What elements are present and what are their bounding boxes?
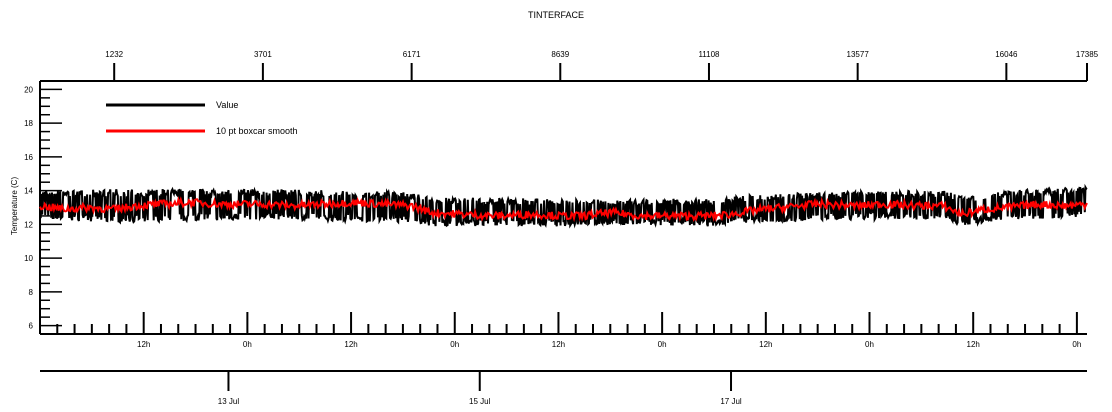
y-axis-tick-label: 18 bbox=[24, 119, 33, 128]
top-axis-tick-label: 1232 bbox=[105, 50, 123, 59]
top-sample-axis: 1232 3701 6171 8639 11108 13577 16046 17385 bbox=[40, 50, 1099, 82]
y-axis-tick-label: 12 bbox=[24, 220, 33, 229]
y-axis-tick-label: 8 bbox=[29, 288, 34, 297]
legend-label-value: Value bbox=[216, 100, 238, 110]
y-axis-tick-label: 14 bbox=[24, 187, 33, 196]
bottom-axis-tick-label: 12h bbox=[344, 340, 357, 349]
top-axis-tick-label: 13577 bbox=[847, 50, 870, 59]
y-axis: 6 8 10 12 14 16 18 20 bbox=[24, 81, 62, 334]
y-axis-tick-label: 20 bbox=[24, 85, 33, 94]
bottom-axis-tick-label: 0h bbox=[1072, 340, 1081, 349]
bottom-axis-tick-label: 0h bbox=[243, 340, 252, 349]
y-axis-tick-label: 10 bbox=[24, 254, 33, 263]
legend: Value 10 pt boxcar smooth bbox=[106, 100, 298, 136]
bottom-axis-tick-label: 0h bbox=[450, 340, 459, 349]
y-axis-label: Temperature (C) bbox=[10, 177, 19, 236]
bottom-axis-tick-label: 12h bbox=[759, 340, 772, 349]
bottom-axis-tick-label: 12h bbox=[552, 340, 565, 349]
y-axis-tick-label: 6 bbox=[29, 322, 34, 331]
date-axis: 13 Jul 15 Jul 17 Jul bbox=[40, 370, 1087, 406]
top-axis-tick-label: 8639 bbox=[551, 50, 569, 59]
y-axis-tick-label: 16 bbox=[24, 153, 33, 162]
top-axis-tick-label: 3701 bbox=[254, 50, 272, 59]
top-axis-tick-label: 16046 bbox=[995, 50, 1018, 59]
date-axis-tick-label: 15 Jul bbox=[469, 397, 491, 406]
chart-title: TINTERFACE bbox=[528, 10, 584, 20]
top-axis-tick-label: 11108 bbox=[698, 50, 720, 59]
top-axis-tick-label: 6171 bbox=[403, 50, 421, 59]
date-axis-tick-label: 13 Jul bbox=[218, 397, 240, 406]
legend-label-smooth: 10 pt boxcar smooth bbox=[216, 126, 298, 136]
top-axis-tick-label: 17385 bbox=[1076, 50, 1099, 59]
series-smooth-line bbox=[39, 195, 1088, 223]
bottom-axis-tick-label: 0h bbox=[865, 340, 874, 349]
series-value-line bbox=[39, 183, 1088, 229]
plot-series bbox=[39, 183, 1088, 229]
bottom-axis-tick-label: 12h bbox=[967, 340, 980, 349]
bottom-axis-tick-label: 12h bbox=[137, 340, 150, 349]
bottom-time-axis: 12h 0h 12h 0h 12h 0h 12h 0h 12h 0h bbox=[40, 312, 1087, 349]
bottom-axis-tick-label: 0h bbox=[658, 340, 667, 349]
date-axis-tick-label: 17 Jul bbox=[720, 397, 742, 406]
